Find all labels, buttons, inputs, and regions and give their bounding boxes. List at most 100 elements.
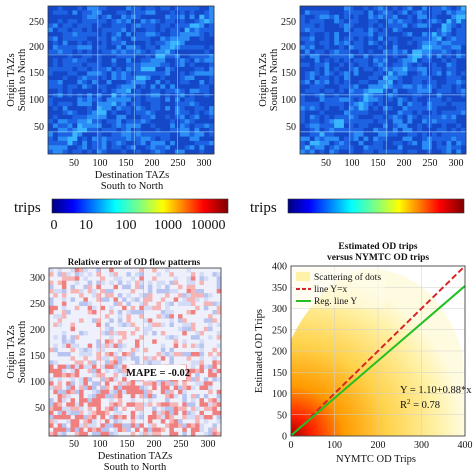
error-cell xyxy=(100,347,106,353)
heatmap-cell xyxy=(140,149,146,155)
heatmap-cell xyxy=(194,40,200,46)
heatmap-cell xyxy=(402,32,408,37)
heatmap-cell xyxy=(199,80,205,85)
heatmap-cell xyxy=(436,145,442,150)
error-cell xyxy=(109,394,114,399)
heatmap-cell xyxy=(392,106,398,111)
heatmap-cell xyxy=(96,45,102,50)
heatmap-cell xyxy=(62,10,68,15)
heatmap-cell xyxy=(150,62,156,68)
heatmap-cell xyxy=(431,6,437,11)
error-cell xyxy=(182,331,187,336)
heatmap-cell xyxy=(91,45,98,50)
error-cell xyxy=(113,276,118,281)
error-cell xyxy=(135,310,140,315)
heatmap-cell xyxy=(343,58,350,63)
heatmap-cell xyxy=(82,127,88,133)
heatmap-cell xyxy=(441,19,447,24)
heatmap-cell xyxy=(82,80,88,85)
heatmap-cell xyxy=(91,119,98,124)
error-cell xyxy=(104,389,110,395)
error-cell xyxy=(186,322,192,327)
heatmap-cell xyxy=(353,14,359,20)
heatmap-cell xyxy=(319,119,325,124)
error-cell xyxy=(182,301,187,306)
heatmap-cell xyxy=(417,27,423,33)
heatmap-cell xyxy=(343,32,350,37)
heatmap-cell xyxy=(52,14,59,20)
heatmap-cell xyxy=(407,80,413,85)
heatmap-cell xyxy=(431,66,437,72)
heatmap-cell xyxy=(165,145,171,150)
error-cell xyxy=(87,301,93,306)
heatmap-cell xyxy=(121,23,127,29)
heatmap-cell xyxy=(412,10,418,15)
heatmap-cell xyxy=(199,45,205,50)
heatmap-cell xyxy=(446,27,452,33)
heatmap-cell xyxy=(126,23,132,29)
error-cell xyxy=(53,368,58,374)
heatmap-cell xyxy=(353,75,359,81)
heatmap-cell xyxy=(145,132,151,137)
heatmap-cell xyxy=(358,80,364,85)
heatmap-cell xyxy=(456,32,462,37)
heatmap-cell xyxy=(358,40,364,46)
error-cell xyxy=(74,272,80,277)
error-cell xyxy=(70,427,75,432)
heatmap-cell xyxy=(179,119,185,124)
heatmap-cell xyxy=(309,140,315,146)
heatmap-cell xyxy=(150,132,156,137)
heatmap-cell xyxy=(121,10,127,15)
heatmap-cell xyxy=(446,75,452,81)
heatmap-cell xyxy=(96,36,102,42)
heatmap-cell xyxy=(422,93,428,98)
heatmap-cell xyxy=(121,40,127,46)
heatmap-cell xyxy=(165,93,171,98)
heatmap-cell xyxy=(441,136,447,142)
x-axis-label-line2: South to North xyxy=(104,462,167,473)
heatmap-cell xyxy=(343,127,350,133)
heatmap-cell xyxy=(383,19,389,24)
heatmap-cell xyxy=(87,88,93,94)
heatmap-cell xyxy=(373,27,379,33)
heatmap-cell xyxy=(402,19,408,24)
heatmap-cell xyxy=(145,66,151,72)
heatmap-cell xyxy=(72,10,78,15)
heatmap-cell xyxy=(145,71,151,76)
error-cell xyxy=(160,406,166,411)
heatmap-cell xyxy=(52,75,59,81)
heatmap-cell xyxy=(392,10,398,15)
heatmap-cell xyxy=(101,36,107,42)
heatmap-cell xyxy=(436,10,442,15)
heatmap-cell xyxy=(392,19,398,24)
error-cell xyxy=(212,364,217,369)
heatmap-cell xyxy=(52,140,59,146)
error-cell xyxy=(100,297,106,302)
heatmap-cell xyxy=(77,110,83,116)
error-cell xyxy=(156,322,161,327)
heatmap-cell xyxy=(82,40,88,46)
x-tick-label: 400 xyxy=(458,440,473,451)
heatmap-cell xyxy=(441,40,447,46)
x-axis-label-line1: Destination TAZs xyxy=(95,170,170,181)
heatmap-cell xyxy=(358,127,364,133)
heatmap-cell xyxy=(358,53,364,59)
error-cell xyxy=(173,394,179,399)
heatmap-cell xyxy=(456,49,462,55)
heatmap-cell xyxy=(329,101,335,107)
heatmap-cell xyxy=(179,40,185,46)
heatmap-cell xyxy=(412,93,418,98)
error-cell xyxy=(152,322,157,327)
error-cell xyxy=(109,398,114,403)
heatmap-cell xyxy=(72,127,78,133)
heatmap-cell xyxy=(314,119,320,124)
heatmap-cell xyxy=(116,127,122,133)
x-axis-label-line1: Destination TAZs xyxy=(98,451,173,462)
heatmap-cell xyxy=(314,53,320,59)
heatmap-cell xyxy=(199,75,205,81)
heatmap-cell xyxy=(334,136,340,142)
heatmap-cell xyxy=(387,145,394,150)
heatmap-cell xyxy=(383,132,389,137)
heatmap-cell xyxy=(111,40,117,46)
colorbar-gradient xyxy=(51,198,229,214)
